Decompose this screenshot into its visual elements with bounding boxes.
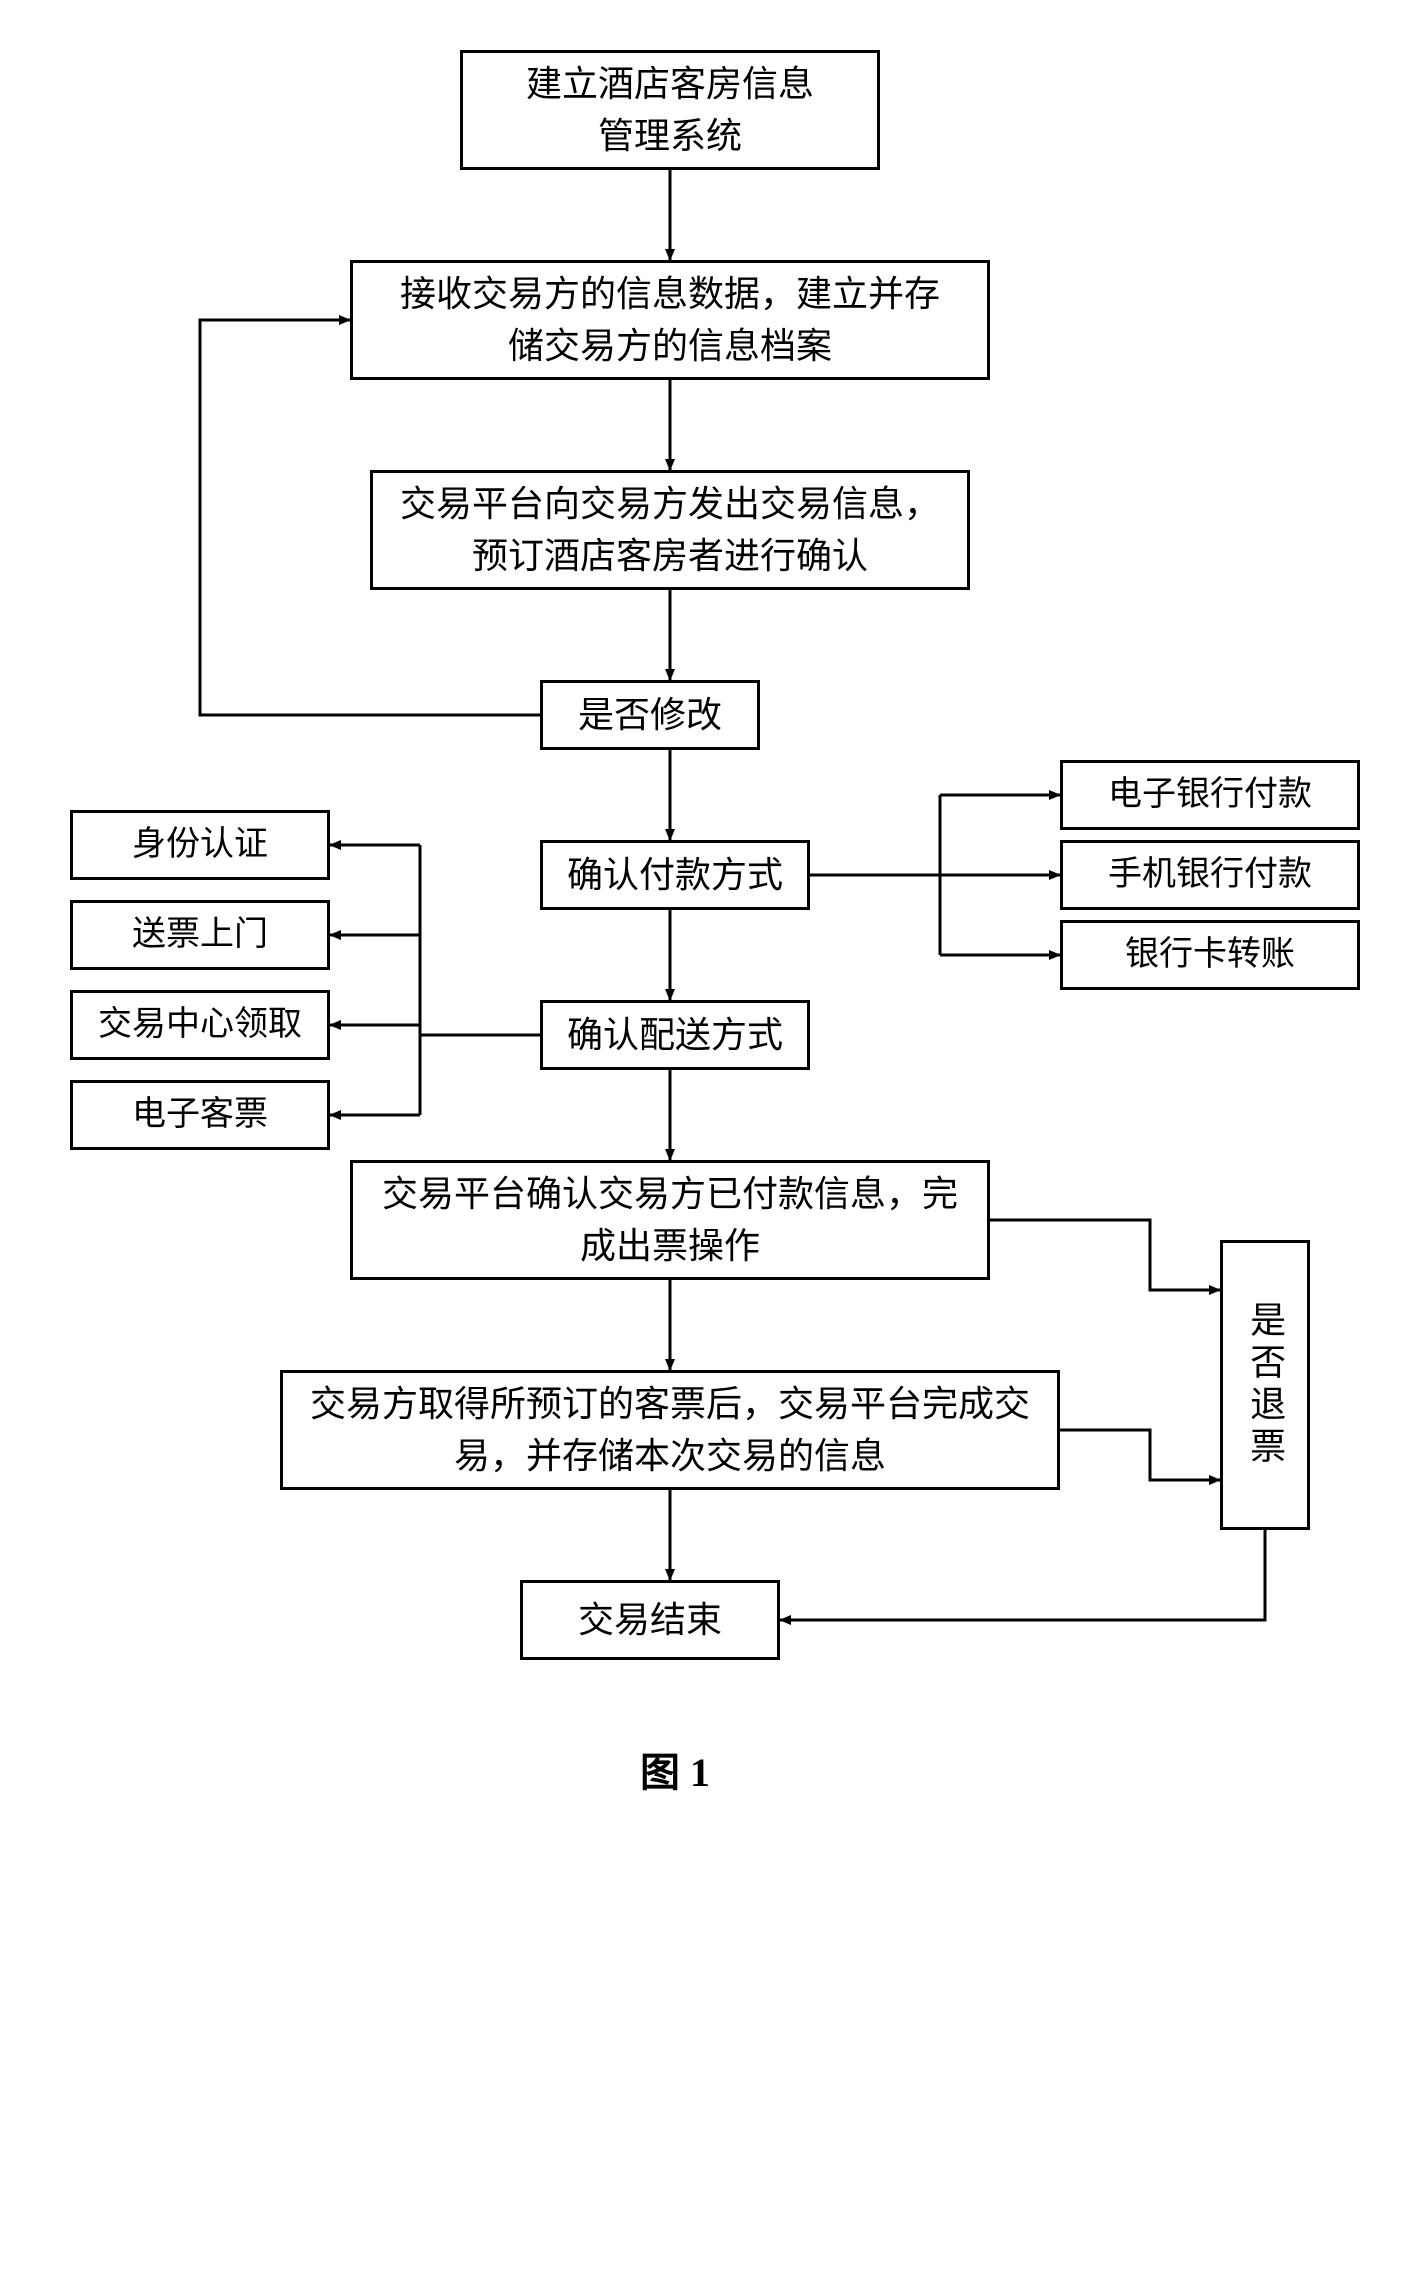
node-delivery-method: 确认配送方式	[540, 1000, 810, 1070]
node-label: 交易平台向交易方发出交易信息，预订酒店客房者进行确认	[391, 478, 949, 582]
figure-caption: 图 1	[640, 1740, 710, 1798]
node-label: 确认付款方式	[567, 849, 783, 901]
caption-text: 图 1	[640, 1750, 710, 1795]
node-payment-method: 确认付款方式	[540, 840, 810, 910]
node-refund-check: 是否退票	[1220, 1240, 1310, 1530]
node-receive-store: 接收交易方的信息数据，建立并存储交易方的信息档案	[350, 260, 990, 380]
node-label: 交易方取得所预订的客票后，交易平台完成交易，并存储本次交易的信息	[301, 1378, 1039, 1482]
node-label: 是否退票	[1239, 1301, 1291, 1469]
node-send-confirm: 交易平台向交易方发出交易信息，预订酒店客房者进行确认	[370, 470, 970, 590]
node-label: 电子银行付款	[1108, 770, 1312, 819]
node-label: 建立酒店客房信息管理系统	[526, 58, 814, 162]
node-pay-ebank: 电子银行付款	[1060, 760, 1360, 830]
node-pay-card: 银行卡转账	[1060, 920, 1360, 990]
node-modify-check: 是否修改	[540, 680, 760, 750]
node-label: 接收交易方的信息数据，建立并存储交易方的信息档案	[400, 268, 940, 372]
node-end: 交易结束	[520, 1580, 780, 1660]
node-establish-system: 建立酒店客房信息管理系统	[460, 50, 880, 170]
node-pay-mobile: 手机银行付款	[1060, 840, 1360, 910]
node-label: 是否修改	[578, 689, 722, 741]
node-label: 电子客票	[132, 1090, 268, 1139]
node-deliver-door: 送票上门	[70, 900, 330, 970]
node-label: 交易中心领取	[98, 1000, 302, 1049]
node-deliver-center: 交易中心领取	[70, 990, 330, 1060]
node-label: 身份认证	[132, 820, 268, 869]
node-label: 银行卡转账	[1125, 930, 1295, 979]
node-complete-transaction: 交易方取得所预订的客票后，交易平台完成交易，并存储本次交易的信息	[280, 1370, 1060, 1490]
node-label: 送票上门	[132, 910, 268, 959]
node-label: 手机银行付款	[1108, 850, 1312, 899]
node-label: 交易结束	[578, 1594, 722, 1646]
node-deliver-eticket: 电子客票	[70, 1080, 330, 1150]
node-label: 确认配送方式	[567, 1009, 783, 1061]
node-confirm-payment: 交易平台确认交易方已付款信息，完成出票操作	[350, 1160, 990, 1280]
node-label: 交易平台确认交易方已付款信息，完成出票操作	[371, 1168, 969, 1272]
flowchart-canvas: 建立酒店客房信息管理系统 接收交易方的信息数据，建立并存储交易方的信息档案 交易…	[20, 40, 1408, 2240]
node-deliver-id: 身份认证	[70, 810, 330, 880]
